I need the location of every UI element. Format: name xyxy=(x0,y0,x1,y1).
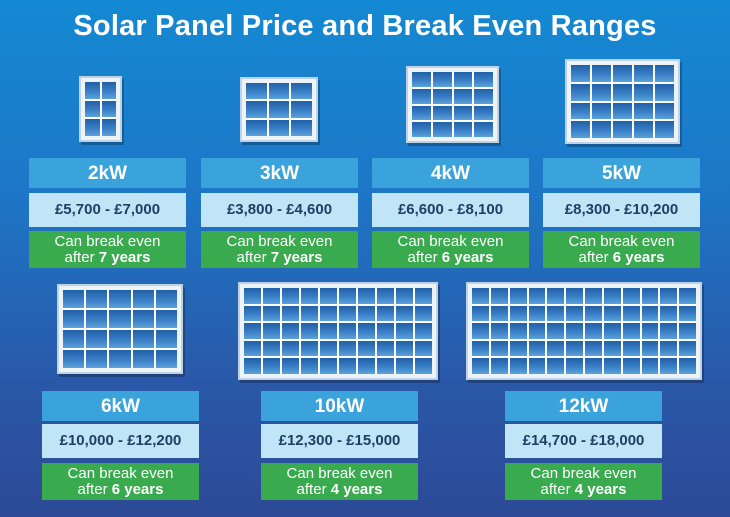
system-size-label: 10kW xyxy=(261,391,418,421)
solar-panel-icon xyxy=(79,76,122,142)
after-word: after xyxy=(407,249,438,266)
price-range: £14,700 - £18,000 xyxy=(505,424,662,458)
solar-panel-icon xyxy=(238,282,438,380)
after-word: after xyxy=(540,481,571,498)
page-title: Solar Panel Price and Break Even Ranges xyxy=(73,10,657,42)
system-size-label: 2kW xyxy=(29,158,186,188)
breakeven-years: 7 years xyxy=(270,249,323,266)
breakeven-years: 4 years xyxy=(574,481,627,498)
breakeven-note: Can break even after 4 years xyxy=(505,463,662,500)
breakeven-note: Can break even after 7 years xyxy=(29,231,186,268)
price-range: £3,800 - £4,600 xyxy=(201,193,358,227)
breakeven-text: Can break even xyxy=(397,233,504,250)
breakeven-years: 6 years xyxy=(111,481,164,498)
solar-panel-icon xyxy=(240,77,318,142)
system-size-label: 4kW xyxy=(372,158,529,188)
system-size-label: 6kW xyxy=(42,391,199,421)
price-range: £12,300 - £15,000 xyxy=(261,424,418,458)
system-size-label: 3kW xyxy=(201,158,358,188)
breakeven-text: Can break even xyxy=(226,233,333,250)
system-size-label: 5kW xyxy=(543,158,700,188)
after-word: after xyxy=(296,481,327,498)
breakeven-text: Can break even xyxy=(67,465,174,482)
solar-panel-icon xyxy=(57,284,183,374)
after-word: after xyxy=(64,249,95,266)
system-size-label: 12kW xyxy=(505,391,662,421)
after-word: after xyxy=(77,481,108,498)
breakeven-note: Can break even after 7 years xyxy=(201,231,358,268)
breakeven-note: Can break even after 6 years xyxy=(372,231,529,268)
breakeven-years: 6 years xyxy=(612,249,665,266)
breakeven-years: 4 years xyxy=(330,481,383,498)
breakeven-text: Can break even xyxy=(54,233,161,250)
breakeven-text: Can break even xyxy=(568,233,675,250)
price-range: £8,300 - £10,200 xyxy=(543,193,700,227)
price-range: £10,000 - £12,200 xyxy=(42,424,199,458)
breakeven-note: Can break even after 6 years xyxy=(543,231,700,268)
breakeven-years: 7 years xyxy=(98,249,151,266)
breakeven-note: Can break even after 4 years xyxy=(261,463,418,500)
solar-panel-icon xyxy=(466,282,702,380)
breakeven-years: 6 years xyxy=(441,249,494,266)
breakeven-note: Can break even after 6 years xyxy=(42,463,199,500)
price-range: £6,600 - £8,100 xyxy=(372,193,529,227)
price-range: £5,700 - £7,000 xyxy=(29,193,186,227)
solar-panel-icon xyxy=(565,59,680,144)
breakeven-text: Can break even xyxy=(286,465,393,482)
solar-panel-icon xyxy=(406,66,499,143)
breakeven-text: Can break even xyxy=(530,465,637,482)
after-word: after xyxy=(236,249,267,266)
after-word: after xyxy=(578,249,609,266)
